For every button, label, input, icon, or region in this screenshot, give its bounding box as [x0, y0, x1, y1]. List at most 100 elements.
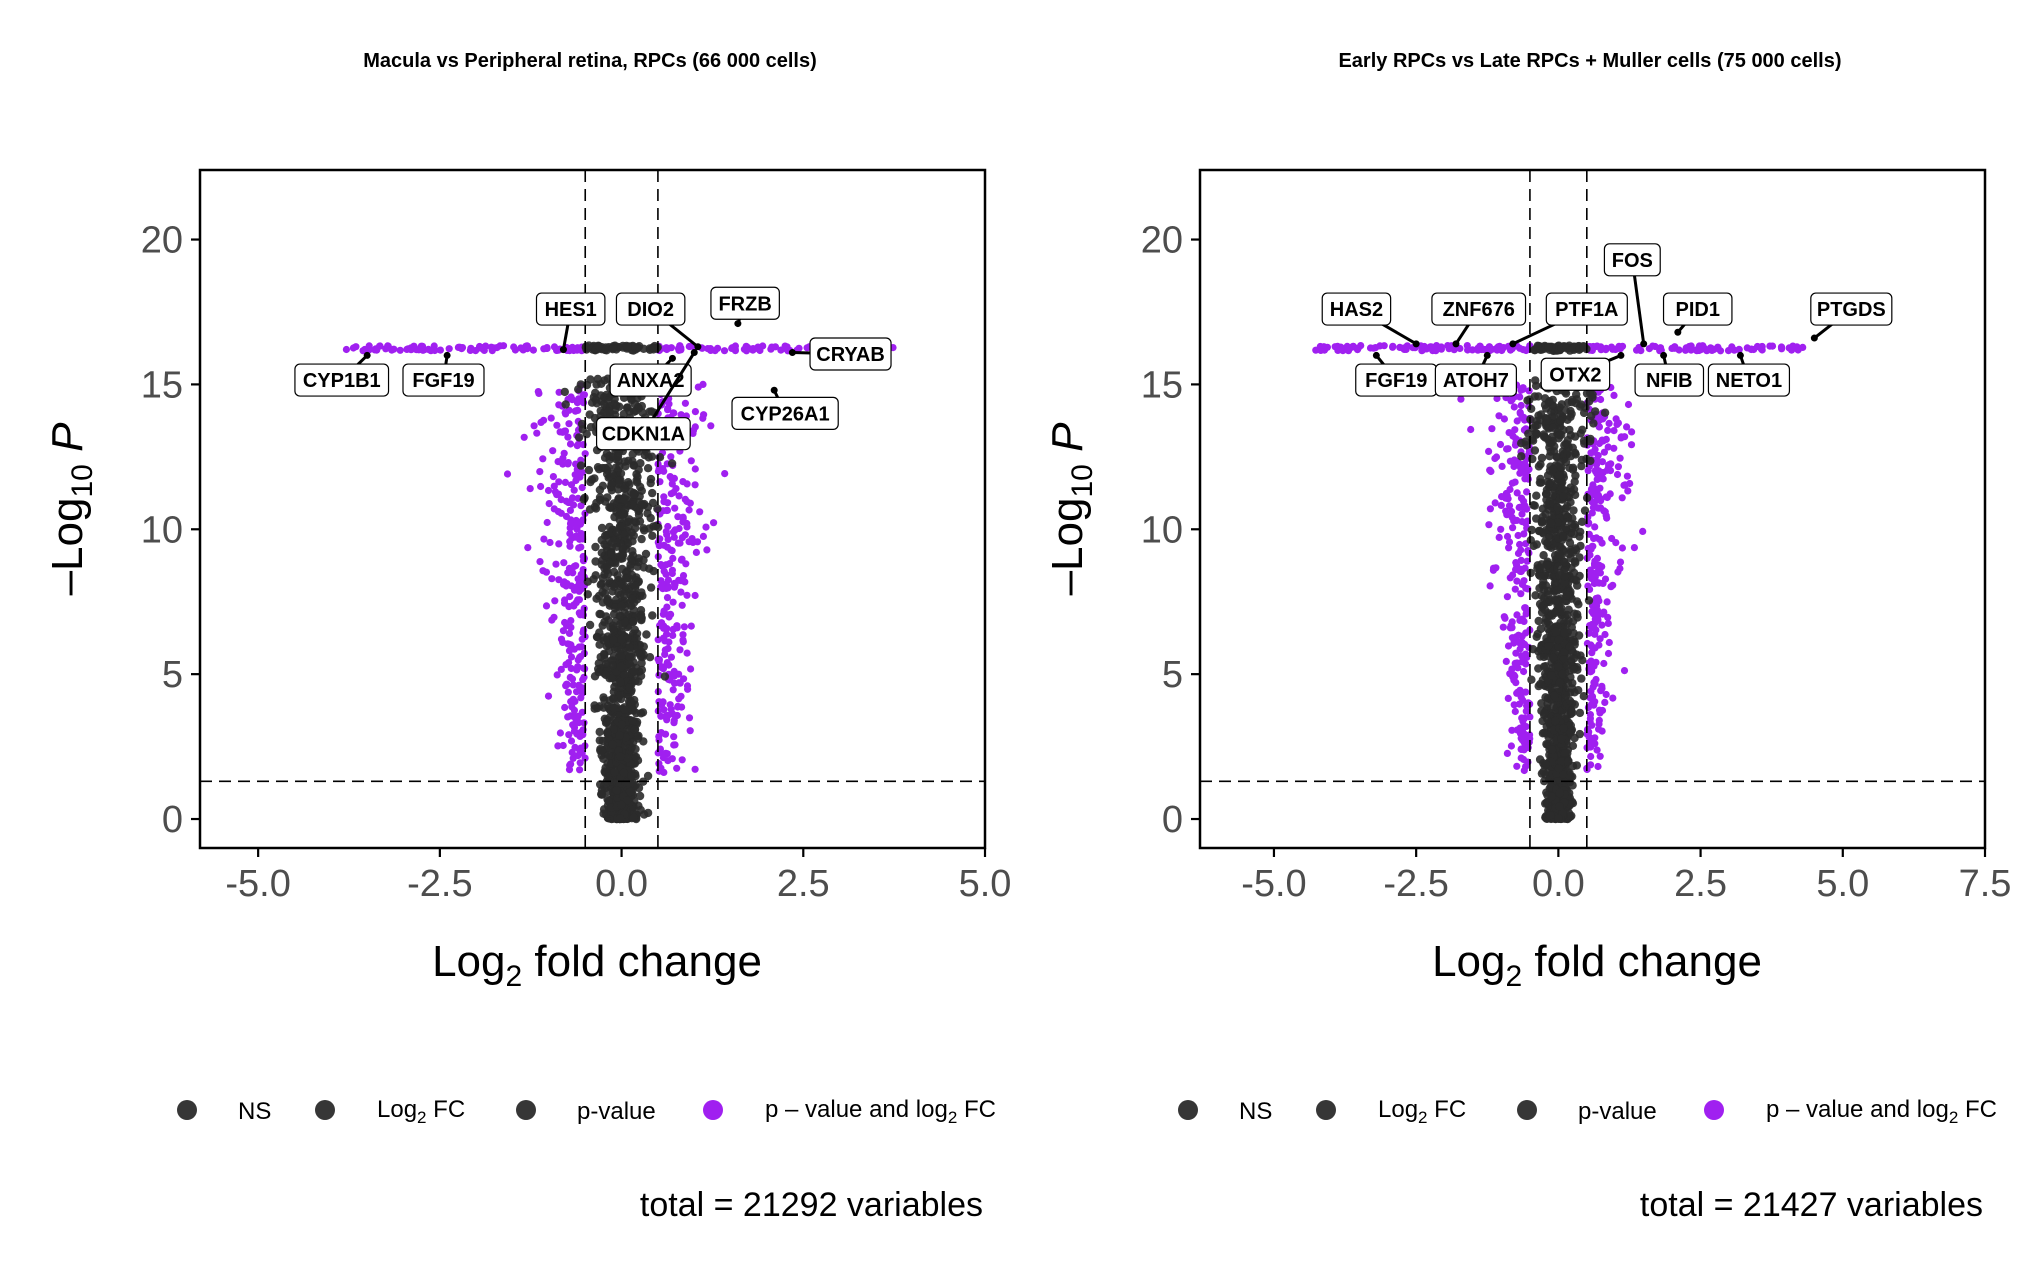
- point-ns: [597, 523, 607, 533]
- point-pvalue-and-log2fc: [1618, 544, 1626, 552]
- gene-label-ptgds: PTGDS: [1810, 292, 1893, 342]
- label-anchor-point: [770, 386, 778, 394]
- point-ns: [610, 582, 619, 591]
- point-pvalue-and-log2fc: [1520, 755, 1528, 764]
- point-pvalue-and-log2fc: [566, 347, 574, 355]
- point-pvalue-and-log2fc: [1612, 539, 1620, 547]
- point-pvalue-and-log2fc: [1595, 579, 1603, 587]
- point-pvalue-and-log2fc: [445, 345, 453, 353]
- point-ns: [589, 393, 598, 402]
- point-ns: [1569, 568, 1579, 578]
- point-ns: [625, 515, 634, 524]
- point-pvalue-and-log2fc: [657, 577, 665, 585]
- point-pvalue-and-log2fc: [664, 406, 672, 414]
- legend-ns-dot: [1178, 1100, 1198, 1120]
- point-ns: [609, 704, 619, 713]
- point-pvalue-and-log2fc: [1609, 345, 1617, 353]
- point-ns: [600, 540, 609, 549]
- point-pvalue-and-log2fc: [1614, 568, 1622, 576]
- point-pvalue-and-log2fc: [659, 754, 668, 762]
- point-ns: [1550, 691, 1559, 700]
- point-ns: [1553, 518, 1562, 527]
- point-ns: [1565, 642, 1575, 651]
- point-pvalue-and-log2fc: [655, 736, 663, 744]
- point-pvalue-and-log2fc: [549, 447, 557, 455]
- point-ns: [648, 611, 657, 620]
- point-pvalue-and-log2fc: [681, 578, 689, 586]
- point-ns: [595, 736, 604, 745]
- point-pvalue-and-log2fc: [691, 465, 699, 473]
- label-anchor-point: [1660, 351, 1668, 359]
- point-pvalue-and-log2fc: [670, 741, 678, 749]
- point-pvalue-and-log2fc: [458, 345, 466, 353]
- point-pvalue-and-log2fc: [1511, 672, 1519, 680]
- point-pvalue-and-log2fc: [1513, 762, 1521, 770]
- point-ns: [595, 640, 604, 649]
- point-pvalue-and-log2fc: [1604, 426, 1612, 434]
- label-box: [1540, 357, 1611, 391]
- point-pvalue-and-log2fc: [567, 393, 575, 401]
- point-ns: [1555, 788, 1565, 798]
- point-ns: [590, 701, 599, 710]
- point-ns: [1551, 608, 1560, 618]
- point-pvalue-and-log2fc: [703, 546, 711, 554]
- point-ns: [1556, 550, 1565, 559]
- point-ns: [604, 750, 613, 760]
- point-pvalue-and-log2fc: [556, 729, 565, 737]
- point-pvalue-and-log2fc: [1506, 457, 1514, 465]
- point-ns: [600, 376, 609, 385]
- x-tick-label: 5.0: [1816, 863, 1869, 905]
- point-pvalue-and-log2fc: [696, 508, 704, 516]
- point-ns: [579, 495, 588, 504]
- point-ns: [1573, 581, 1582, 590]
- label-anchor-point: [363, 351, 371, 359]
- point-pvalue-and-log2fc: [1380, 342, 1388, 350]
- point-ns: [620, 705, 630, 714]
- point-ns: [643, 771, 653, 781]
- point-pvalue-and-log2fc: [669, 488, 678, 497]
- point-pvalue-and-log2fc: [668, 547, 676, 555]
- point-pvalue-and-log2fc: [554, 742, 562, 750]
- point-ns: [1527, 404, 1536, 413]
- point-pvalue-and-log2fc: [1584, 513, 1592, 521]
- point-ns: [1575, 553, 1584, 562]
- point-pvalue-and-log2fc: [768, 343, 776, 351]
- point-ns: [1557, 484, 1567, 493]
- point-pvalue-and-log2fc: [1613, 470, 1622, 479]
- point-pvalue-and-log2fc: [1522, 660, 1530, 668]
- label-anchor-point: [1736, 351, 1744, 359]
- point-pvalue-and-log2fc: [563, 680, 571, 688]
- point-pvalue-and-log2fc: [543, 518, 551, 527]
- label-box: [1810, 292, 1893, 326]
- chart-title: Macula vs Peripheral retina, RPCs (66 00…: [363, 50, 817, 72]
- point-ns: [1560, 441, 1569, 450]
- point-ns: [1579, 342, 1588, 351]
- point-pvalue-and-log2fc: [659, 698, 667, 706]
- y-tick-label: 20: [1141, 220, 1183, 262]
- point-pvalue-and-log2fc: [1467, 425, 1475, 434]
- point-pvalue-and-log2fc: [664, 522, 672, 531]
- point-ns: [1548, 465, 1558, 474]
- point-ns: [1568, 708, 1577, 717]
- point-pvalue-and-log2fc: [1750, 345, 1758, 354]
- point-pvalue-and-log2fc: [1606, 490, 1614, 498]
- point-ns: [646, 513, 655, 523]
- point-pvalue-and-log2fc: [1583, 730, 1591, 738]
- point-pvalue-and-log2fc: [1596, 752, 1604, 760]
- point-ns: [1546, 811, 1555, 820]
- point-ns: [600, 345, 610, 355]
- point-ns: [633, 472, 642, 482]
- point-pvalue-and-log2fc: [675, 492, 683, 500]
- point-ns: [616, 469, 626, 478]
- point-ns: [577, 419, 587, 429]
- point-pvalue-and-log2fc: [559, 741, 567, 750]
- point-pvalue-and-log2fc: [1510, 403, 1518, 411]
- point-pvalue-and-log2fc: [1486, 582, 1494, 590]
- point-ns: [1554, 470, 1564, 480]
- point-ns: [1586, 456, 1595, 466]
- point-pvalue-and-log2fc: [661, 650, 669, 659]
- point-pvalue-and-log2fc: [654, 749, 662, 757]
- point-pvalue-and-log2fc: [410, 342, 418, 350]
- point-ns: [1536, 679, 1545, 689]
- point-pvalue-and-log2fc: [1507, 742, 1515, 750]
